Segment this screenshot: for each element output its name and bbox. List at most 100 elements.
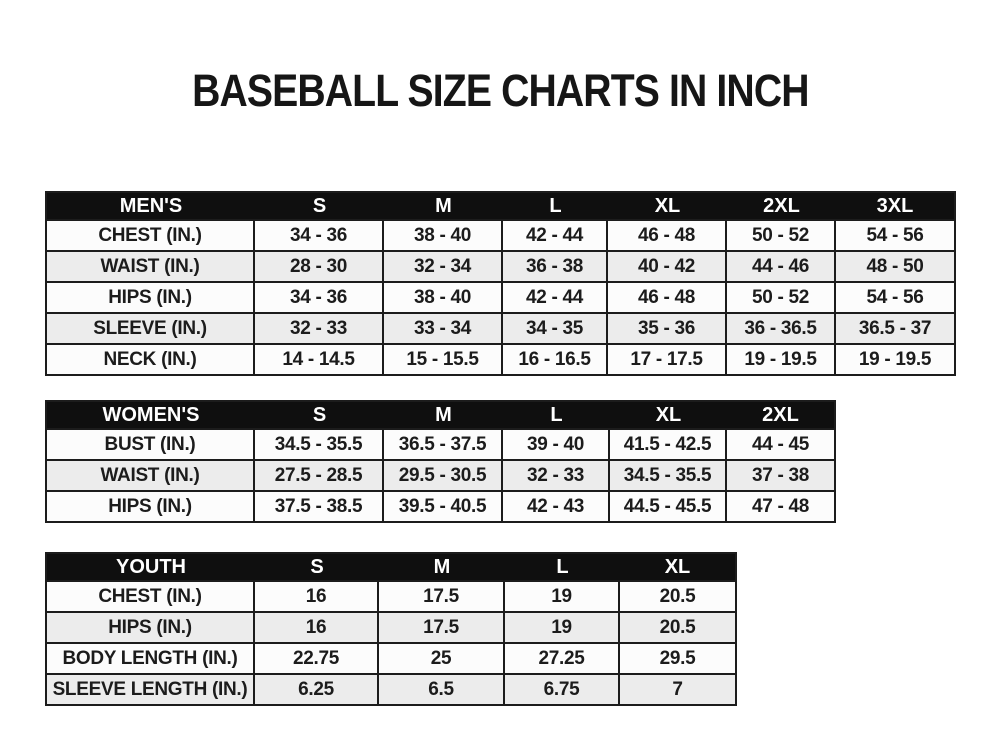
size-value-cell: 47 - 48 xyxy=(751,495,810,517)
row-label: BUST (IN.) xyxy=(47,430,255,459)
youth-header-row: YOUTH S M L XL xyxy=(47,554,735,580)
column-header: L xyxy=(549,194,562,217)
size-value-cell: 44.5 - 45.5 xyxy=(610,492,727,521)
row-label: WAIST (IN.) xyxy=(47,252,255,281)
column-header: XL xyxy=(654,194,681,217)
size-value-cell: 25 xyxy=(379,644,505,673)
row-label: CHEST (IN.) xyxy=(47,582,255,611)
column-header: S xyxy=(312,194,327,217)
size-value-cell: 14 - 14.5 xyxy=(255,345,384,374)
size-value-cell: 34 - 35 xyxy=(503,314,608,343)
size-value-cell: 19 xyxy=(505,582,620,611)
size-value-cell: 20.5 xyxy=(659,585,696,607)
size-value-cell: 38 - 40 xyxy=(384,283,503,312)
mens-table-row: HIPS (IN.) 34 - 36 38 - 40 42 - 44 46 - 48 50… xyxy=(47,281,954,312)
size-value-cell: 34 - 36 xyxy=(255,221,384,250)
size-value-cell: 16 xyxy=(255,613,379,642)
column-header: M xyxy=(435,403,452,426)
size-value-cell: 46 - 48 xyxy=(608,283,727,312)
size-value-cell: 37 - 38 xyxy=(751,464,810,486)
size-value-cell: 42 - 44 xyxy=(503,221,608,250)
row-label: HIPS (IN.) xyxy=(47,283,255,312)
size-value-cell: 44 - 45 xyxy=(751,433,810,455)
column-header: S xyxy=(310,555,324,578)
size-value-cell: 40 - 42 xyxy=(608,252,727,281)
mens-table-row: WAIST (IN.) 28 - 30 32 - 34 36 - 38 40 - 42 4… xyxy=(47,250,954,281)
size-value-cell: 16 xyxy=(255,582,379,611)
table-title-cell: YOUTH xyxy=(116,555,186,578)
row-label: SLEEVE LENGTH (IN.) xyxy=(47,675,255,704)
size-value-cell: 27.5 - 28.5 xyxy=(255,461,384,490)
size-value-cell: 48 - 50 xyxy=(866,255,924,277)
size-value-cell: 6.5 xyxy=(379,675,505,704)
size-value-cell: 19 - 19.5 xyxy=(727,345,836,374)
size-value-cell: 50 - 52 xyxy=(727,283,836,312)
size-value-cell: 22.75 xyxy=(255,644,379,673)
size-value-cell: 42 - 43 xyxy=(503,492,610,521)
size-value-cell: 35 - 36 xyxy=(608,314,727,343)
column-header: 3XL xyxy=(876,194,914,217)
size-value-cell: 42 - 44 xyxy=(503,283,608,312)
youth-table-row: BODY LENGTH (IN.) 22.75 25 27.25 29.5 xyxy=(47,642,735,673)
size-value-cell: 17.5 xyxy=(379,582,505,611)
size-value-cell: 29.5 xyxy=(659,647,696,669)
womens-size-table: WOMEN'S S M L XL 2XL BUST (IN.) 34.5 - 35.5 36.5… xyxy=(45,400,836,523)
mens-table-row: CHEST (IN.) 34 - 36 38 - 40 42 - 44 46 - 48 5… xyxy=(47,219,954,250)
row-label: CHEST (IN.) xyxy=(47,221,255,250)
mens-size-table: MEN'S S M L XL 2XL 3XL CHEST (IN.) 34 - 36 38 - 4… xyxy=(45,191,956,376)
mens-table-row: NECK (IN.) 14 - 14.5 15 - 15.5 16 - 16.5 17 … xyxy=(47,343,954,374)
size-value-cell: 17 - 17.5 xyxy=(608,345,727,374)
youth-table-row: HIPS (IN.) 16 17.5 19 20.5 xyxy=(47,611,735,642)
size-value-cell: 39 - 40 xyxy=(503,430,610,459)
size-value-cell: 6.75 xyxy=(505,675,620,704)
womens-table-row: WAIST (IN.) 27.5 - 28.5 29.5 - 30.5 32 - 33… xyxy=(47,459,834,490)
size-value-cell: 39.5 - 40.5 xyxy=(384,492,503,521)
size-value-cell: 36 - 36.5 xyxy=(727,314,836,343)
youth-table-row: SLEEVE LENGTH (IN.) 6.25 6.5 6.75 7 xyxy=(47,673,735,704)
row-label: BODY LENGTH (IN.) xyxy=(47,644,255,673)
size-value-cell: 36.5 - 37 xyxy=(858,317,932,339)
size-value-cell: 44 - 46 xyxy=(727,252,836,281)
size-value-cell: 6.25 xyxy=(255,675,379,704)
mens-table-row: SLEEVE (IN.) 32 - 33 33 - 34 34 - 35 35 - 36… xyxy=(47,312,954,343)
size-value-cell: 7 xyxy=(672,678,683,700)
youth-size-table: YOUTH S M L XL CHEST (IN.) 16 17.5 19 20.5 HIPS (I… xyxy=(45,552,737,706)
size-value-cell: 16 - 16.5 xyxy=(503,345,608,374)
size-value-cell: 32 - 33 xyxy=(255,314,384,343)
mens-header-row: MEN'S S M L XL 2XL 3XL xyxy=(47,193,954,219)
size-value-cell: 36 - 38 xyxy=(503,252,608,281)
column-header: L xyxy=(550,403,563,426)
size-value-cell: 41.5 - 42.5 xyxy=(610,430,727,459)
size-value-cell: 50 - 52 xyxy=(727,221,836,250)
size-value-cell: 34 - 36 xyxy=(255,283,384,312)
column-header: L xyxy=(556,555,569,578)
size-value-cell: 28 - 30 xyxy=(255,252,384,281)
size-value-cell: 32 - 34 xyxy=(384,252,503,281)
womens-table-row: HIPS (IN.) 37.5 - 38.5 39.5 - 40.5 42 - 43 4… xyxy=(47,490,834,521)
size-value-cell: 38 - 40 xyxy=(384,221,503,250)
row-label: HIPS (IN.) xyxy=(47,492,255,521)
size-value-cell: 46 - 48 xyxy=(608,221,727,250)
row-label: HIPS (IN.) xyxy=(47,613,255,642)
title-area: BASEBALL SIZE CHARTS IN INCH xyxy=(0,66,1000,116)
size-value-cell: 19 - 19.5 xyxy=(858,348,932,370)
column-header: XL xyxy=(664,555,691,578)
size-value-cell: 32 - 33 xyxy=(503,461,610,490)
size-value-cell: 54 - 56 xyxy=(866,224,924,246)
column-header: M xyxy=(433,555,451,578)
table-title-cell: WOMEN'S xyxy=(102,403,200,426)
column-header: S xyxy=(312,403,327,426)
column-header: M xyxy=(435,194,452,217)
table-title-cell: MEN'S xyxy=(119,194,183,217)
youth-table-row: CHEST (IN.) 16 17.5 19 20.5 xyxy=(47,580,735,611)
size-value-cell: 29.5 - 30.5 xyxy=(384,461,503,490)
size-value-cell: 34.5 - 35.5 xyxy=(610,461,727,490)
womens-table-row: BUST (IN.) 34.5 - 35.5 36.5 - 37.5 39 - 40 4… xyxy=(47,428,834,459)
size-value-cell: 34.5 - 35.5 xyxy=(255,430,384,459)
row-label: NECK (IN.) xyxy=(47,345,255,374)
column-header: 2XL xyxy=(763,194,800,217)
womens-header-row: WOMEN'S S M L XL 2XL xyxy=(47,402,834,428)
row-label: SLEEVE (IN.) xyxy=(47,314,255,343)
size-value-cell: 27.25 xyxy=(505,644,620,673)
